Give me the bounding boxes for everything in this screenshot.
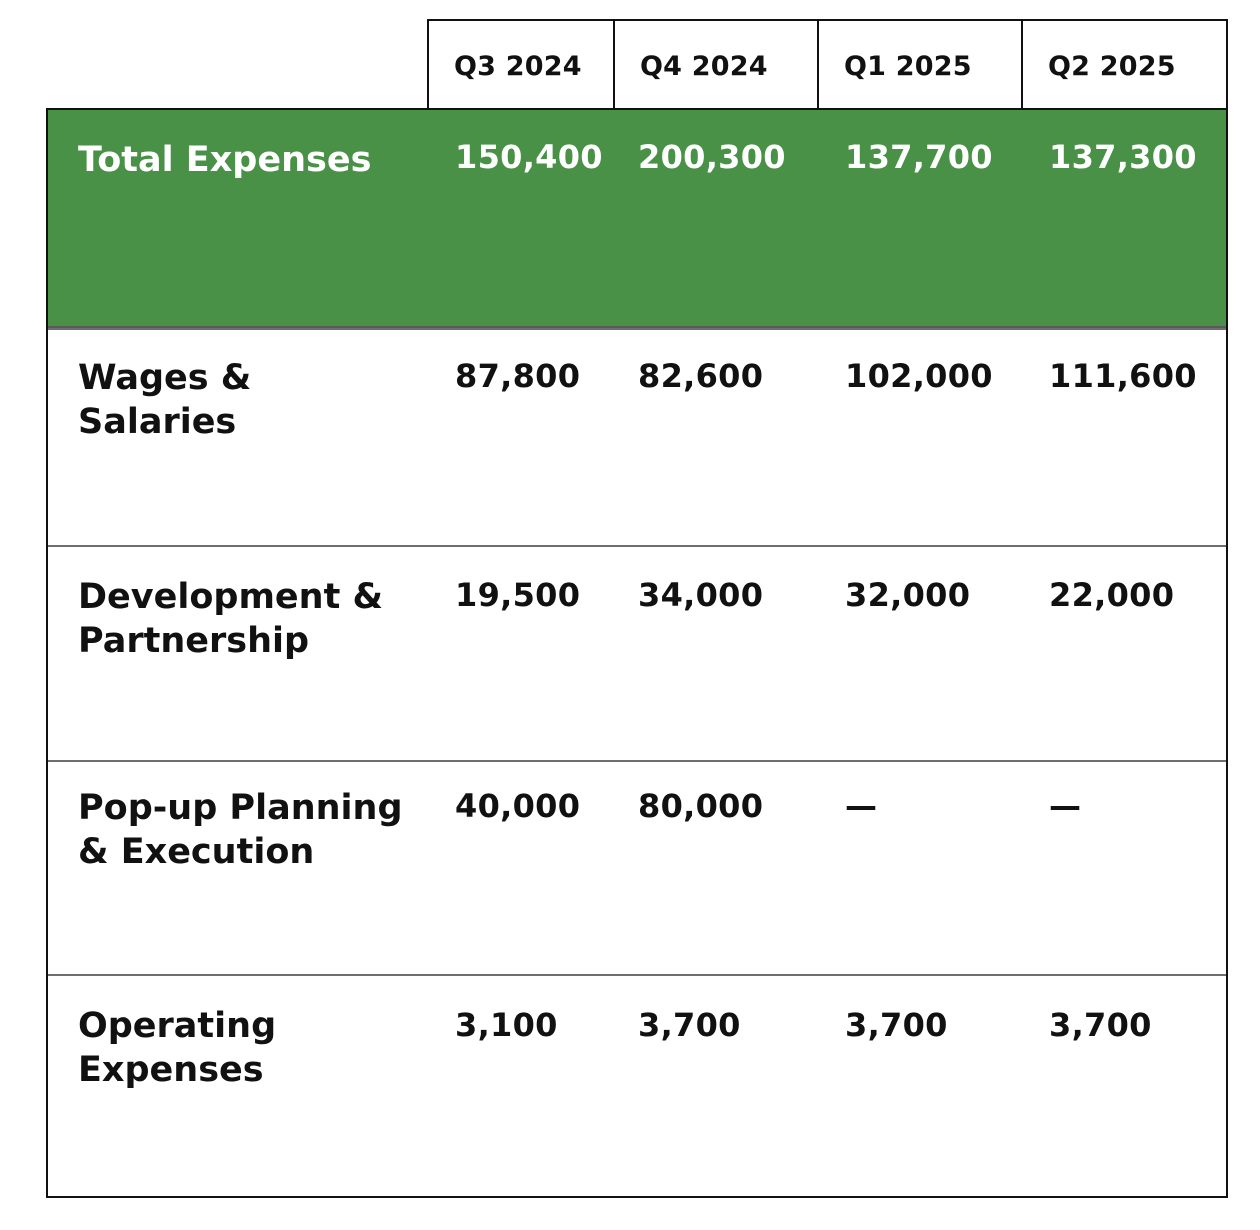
row-label: Wages & Salaries [78, 358, 252, 442]
column-header-label: Q4 2024 [640, 51, 768, 82]
row-label: Development & Partnership [78, 577, 384, 661]
table-row-total-expenses: Total Expenses 150,400 200,300 137,700 1… [48, 110, 1226, 328]
table-cell: 111,600 [1049, 357, 1197, 395]
row-label: Pop-up Planning & Execution [78, 788, 403, 872]
table-cell: 3,100 [455, 1006, 558, 1044]
table-cell: 137,700 [845, 138, 993, 176]
table-cell: 150,400 [455, 138, 603, 176]
table-cell: — [1049, 787, 1082, 825]
table-cell: 22,000 [1049, 576, 1175, 614]
column-header-q2-2025: Q2 2025 [1021, 19, 1228, 109]
table-row-operating-expenses: Operating Expenses 3,100 3,700 3,700 3,7… [48, 974, 1226, 1196]
column-header-q4-2024: Q4 2024 [613, 19, 819, 109]
table-row-popup-planning-execution: Pop-up Planning & Execution 40,000 80,00… [48, 760, 1226, 974]
table-cell: 32,000 [845, 576, 971, 614]
table-cell: 102,000 [845, 357, 993, 395]
table-cell: 200,300 [638, 138, 786, 176]
column-header-q3-2024: Q3 2024 [427, 19, 615, 109]
table-cell: 3,700 [638, 1006, 741, 1044]
table-cell: — [845, 787, 878, 825]
table-cell: 40,000 [455, 787, 581, 825]
row-label: Operating Expenses [78, 1006, 277, 1090]
table-row-wages-salaries: Wages & Salaries 87,800 82,600 102,000 1… [48, 328, 1226, 545]
table-cell: 82,600 [638, 357, 764, 395]
table-cell: 137,300 [1049, 138, 1197, 176]
table-cell: 19,500 [455, 576, 581, 614]
table-cell: 87,800 [455, 357, 581, 395]
column-header-label: Q2 2025 [1048, 51, 1176, 82]
table-cell: 34,000 [638, 576, 764, 614]
row-label: Total Expenses [78, 140, 372, 180]
table-cell: 80,000 [638, 787, 764, 825]
column-header-label: Q3 2024 [454, 51, 582, 82]
table-row-development-partnership: Development & Partnership 19,500 34,000 … [48, 545, 1226, 760]
column-header-q1-2025: Q1 2025 [817, 19, 1023, 109]
table-cell: 3,700 [845, 1006, 948, 1044]
column-header-label: Q1 2025 [844, 51, 972, 82]
table-cell: 3,700 [1049, 1006, 1152, 1044]
expenses-table: Total Expenses 150,400 200,300 137,700 1… [46, 108, 1228, 1198]
